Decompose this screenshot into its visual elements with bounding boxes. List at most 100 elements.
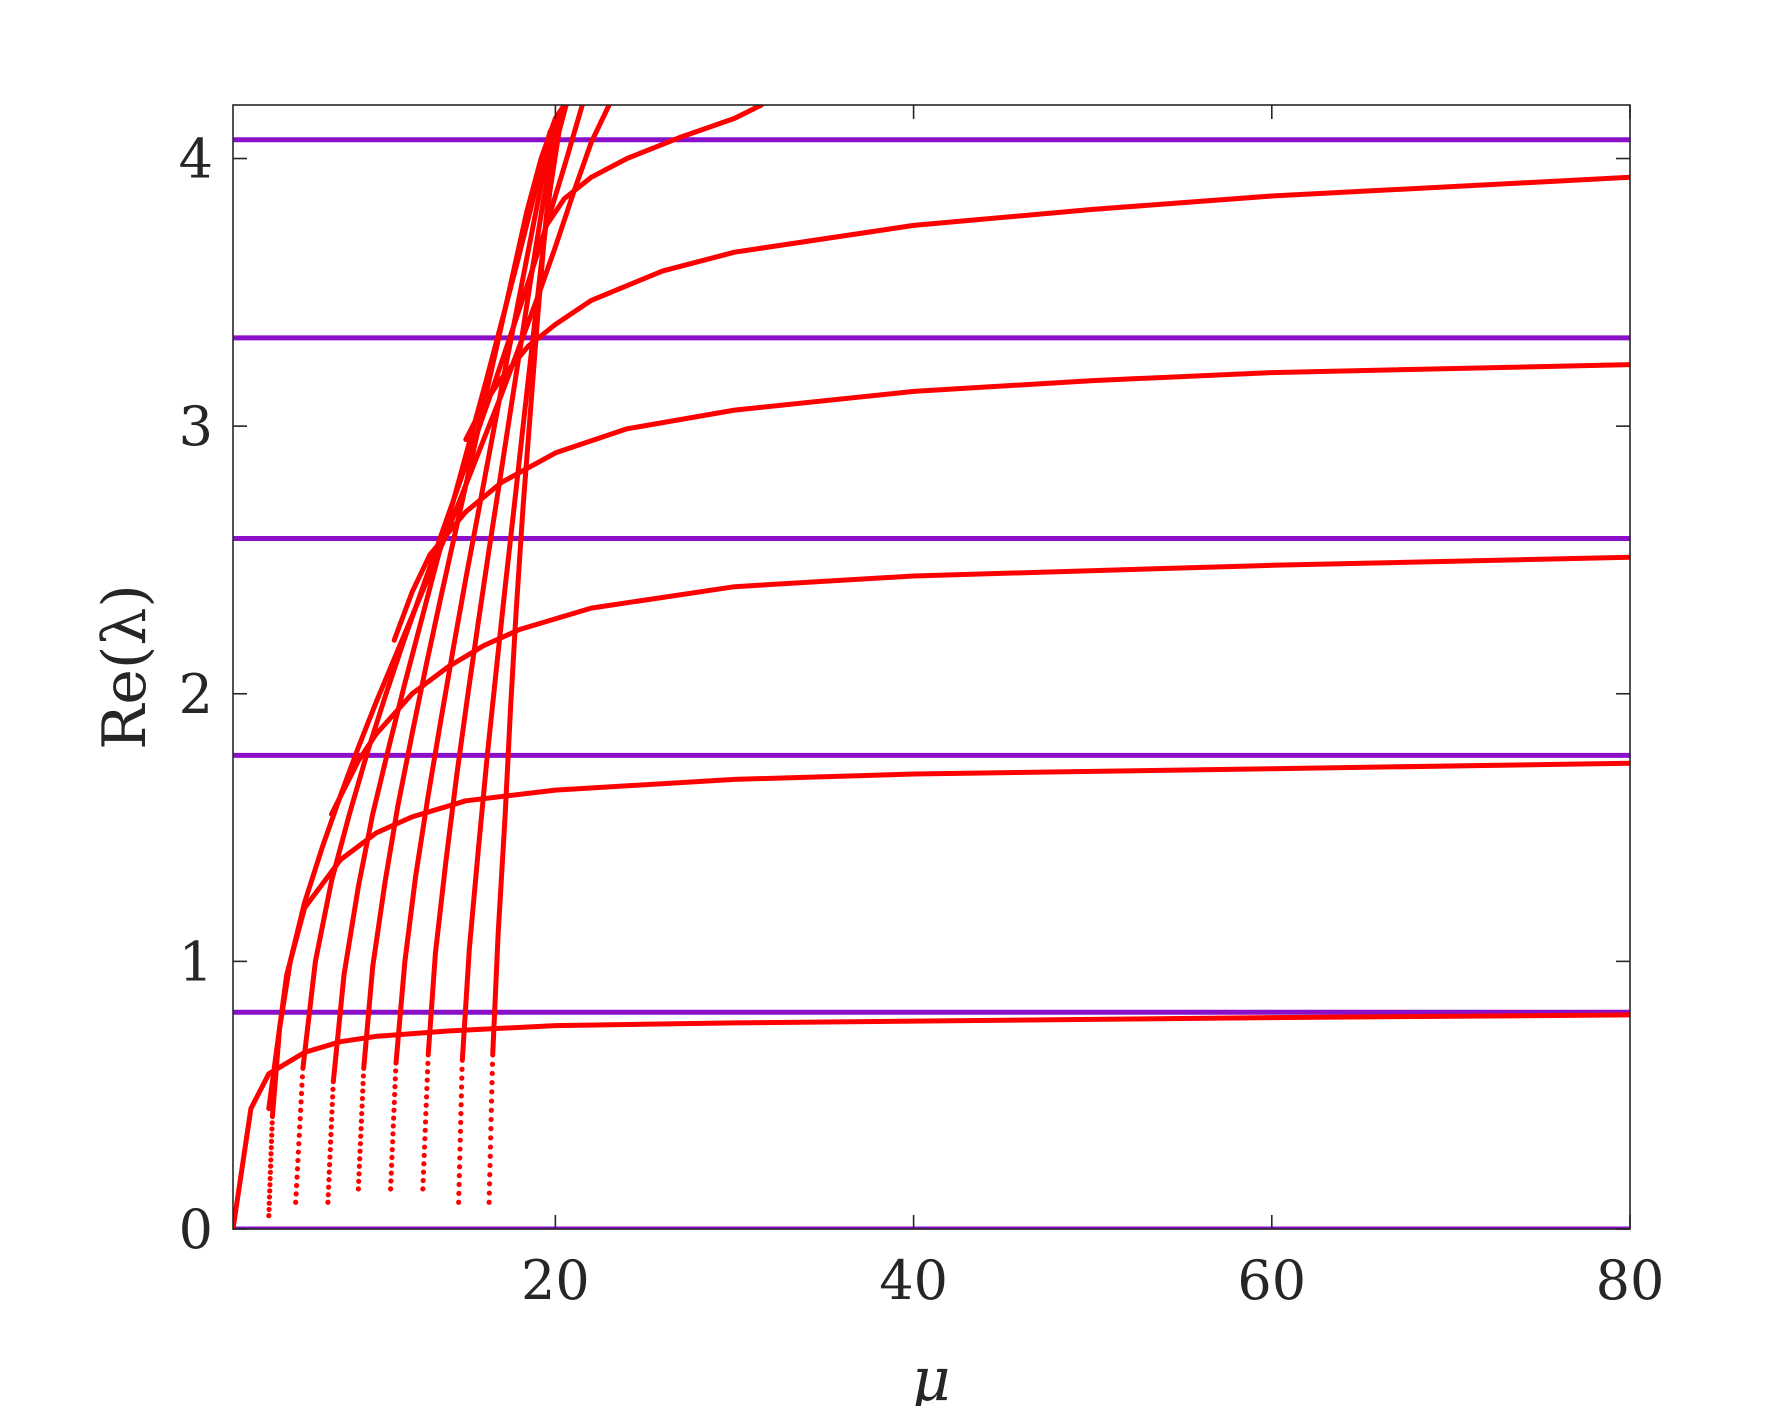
steep-branch-line-7 bbox=[490, 105, 569, 1058]
steep-branch-dot bbox=[328, 1131, 334, 1138]
steep-branch-dot bbox=[360, 1073, 367, 1079]
saturating-branch-4 bbox=[463, 174, 1630, 442]
steep-branch-line-5 bbox=[425, 105, 567, 1058]
steep-branch-dot bbox=[422, 1119, 429, 1125]
steep-branch-dot bbox=[390, 1123, 396, 1129]
steep-branch-dot bbox=[326, 1177, 332, 1183]
steep-branch-dot bbox=[266, 1206, 272, 1213]
steep-branch-dot bbox=[357, 1148, 363, 1154]
steep-branch-dot bbox=[266, 1213, 272, 1219]
steep-branch-dot bbox=[359, 1110, 365, 1117]
steep-branch-dot bbox=[486, 1199, 492, 1205]
steep-branch-dot bbox=[487, 1162, 493, 1169]
steep-branch-line-4 bbox=[393, 105, 569, 1066]
steep-branch-dot bbox=[358, 1133, 364, 1139]
steep-branch-dot bbox=[329, 1109, 335, 1115]
steep-branch-dot bbox=[391, 1107, 397, 1113]
y-tick-label: 4 bbox=[179, 128, 213, 191]
steep-branch-dot bbox=[328, 1139, 334, 1145]
steep-branch-dot bbox=[357, 1156, 363, 1162]
steep-branch-dot bbox=[458, 1084, 465, 1090]
steep-branch-dot bbox=[488, 1107, 494, 1113]
steep-branch-dot bbox=[359, 1095, 366, 1102]
steep-branch-dot bbox=[489, 1089, 495, 1095]
saturating-branch-5 bbox=[543, 105, 764, 228]
axis-ticks: 20 40 60 80 0 1 2 3 4 bbox=[179, 105, 1664, 1312]
steep-branch-dot bbox=[391, 1115, 397, 1121]
steep-branch-2 bbox=[325, 105, 569, 1205]
steep-branch-dot bbox=[268, 1157, 274, 1163]
y-tick-label: 3 bbox=[179, 395, 213, 458]
steep-branch-dot bbox=[297, 1116, 303, 1122]
steep-branch-dot bbox=[269, 1132, 275, 1138]
steep-branch-dot bbox=[392, 1076, 398, 1082]
steep-branch-dot bbox=[390, 1131, 396, 1137]
steep-branch-dot bbox=[391, 1099, 397, 1105]
steep-branch-dot bbox=[269, 1126, 275, 1132]
steep-branch-dot bbox=[487, 1153, 493, 1159]
x-tick-label: 60 bbox=[1237, 1249, 1306, 1312]
steep-branch-dot bbox=[267, 1175, 273, 1182]
eigenvalue-curves bbox=[233, 105, 1630, 1229]
steep-branch-dot bbox=[392, 1084, 398, 1090]
steep-branch-dot bbox=[325, 1199, 331, 1205]
steep-branch-dot bbox=[488, 1116, 494, 1123]
steep-branch-dot bbox=[298, 1107, 304, 1113]
steep-branch-dot bbox=[325, 1192, 331, 1198]
steep-branch-dot bbox=[489, 1070, 495, 1077]
steep-branch-dot bbox=[486, 1190, 492, 1196]
steep-branch-dot bbox=[268, 1144, 274, 1151]
steep-branch-dot bbox=[299, 1074, 306, 1080]
steep-branch-dot bbox=[424, 1077, 430, 1083]
y-tick-label: 1 bbox=[179, 930, 213, 993]
y-axis-title: Re(λ) bbox=[90, 584, 160, 750]
steep-branch-dot bbox=[389, 1162, 395, 1168]
steep-branch-dot bbox=[267, 1169, 273, 1175]
steep-branch-dot bbox=[457, 1128, 464, 1134]
steep-branch-dot bbox=[458, 1119, 464, 1126]
steep-branch-dot bbox=[299, 1082, 305, 1088]
steep-branch-line-3 bbox=[361, 105, 567, 1071]
steep-branch-dot bbox=[268, 1138, 275, 1144]
steep-branch-dot bbox=[457, 1146, 463, 1152]
steep-branch-dot bbox=[293, 1199, 299, 1205]
steep-branch-dot bbox=[420, 1186, 426, 1192]
x-tick-label: 40 bbox=[879, 1249, 948, 1312]
steep-branch-dot bbox=[420, 1177, 426, 1184]
steep-branch-dot bbox=[327, 1154, 333, 1160]
steep-branch-dot bbox=[298, 1099, 304, 1105]
steep-branch-dot bbox=[266, 1200, 272, 1206]
steep-branch-dot bbox=[458, 1093, 464, 1099]
steep-branch-dot bbox=[329, 1101, 335, 1107]
steep-branch-dot bbox=[456, 1181, 462, 1188]
steep-branch-dot bbox=[295, 1149, 301, 1155]
steep-branch-dot bbox=[294, 1166, 301, 1172]
steep-branch-dot bbox=[489, 1080, 495, 1086]
steep-branch-dot bbox=[456, 1173, 462, 1179]
steep-branch-dot bbox=[326, 1169, 332, 1175]
steep-branch-dot bbox=[422, 1127, 428, 1133]
steep-branch-5 bbox=[420, 105, 567, 1192]
steep-branch-dot bbox=[389, 1146, 395, 1153]
steep-branch-dot bbox=[328, 1124, 334, 1130]
steep-branch-dot bbox=[295, 1157, 301, 1164]
saturating-branch-3 bbox=[391, 362, 1630, 643]
steep-branch-dot bbox=[424, 1085, 430, 1092]
steep-branch-dot bbox=[356, 1178, 362, 1184]
steep-branch-dot bbox=[296, 1141, 302, 1147]
y-tick-label: 2 bbox=[179, 663, 213, 726]
steep-branch-dot bbox=[296, 1132, 302, 1138]
steep-branch-dot bbox=[269, 1120, 275, 1126]
steep-branch-dot bbox=[327, 1146, 333, 1153]
saturating-branch-0 bbox=[233, 1012, 1630, 1229]
steep-branch-dot bbox=[456, 1164, 463, 1170]
steep-branch-dot bbox=[422, 1136, 428, 1142]
steep-branch-dot bbox=[423, 1110, 429, 1117]
steep-branch-dot bbox=[488, 1135, 494, 1141]
steep-branch-dot bbox=[329, 1116, 335, 1123]
steep-branch-dot bbox=[330, 1094, 336, 1100]
axes-box bbox=[232, 104, 1631, 1230]
steep-branch-dot bbox=[327, 1162, 333, 1168]
